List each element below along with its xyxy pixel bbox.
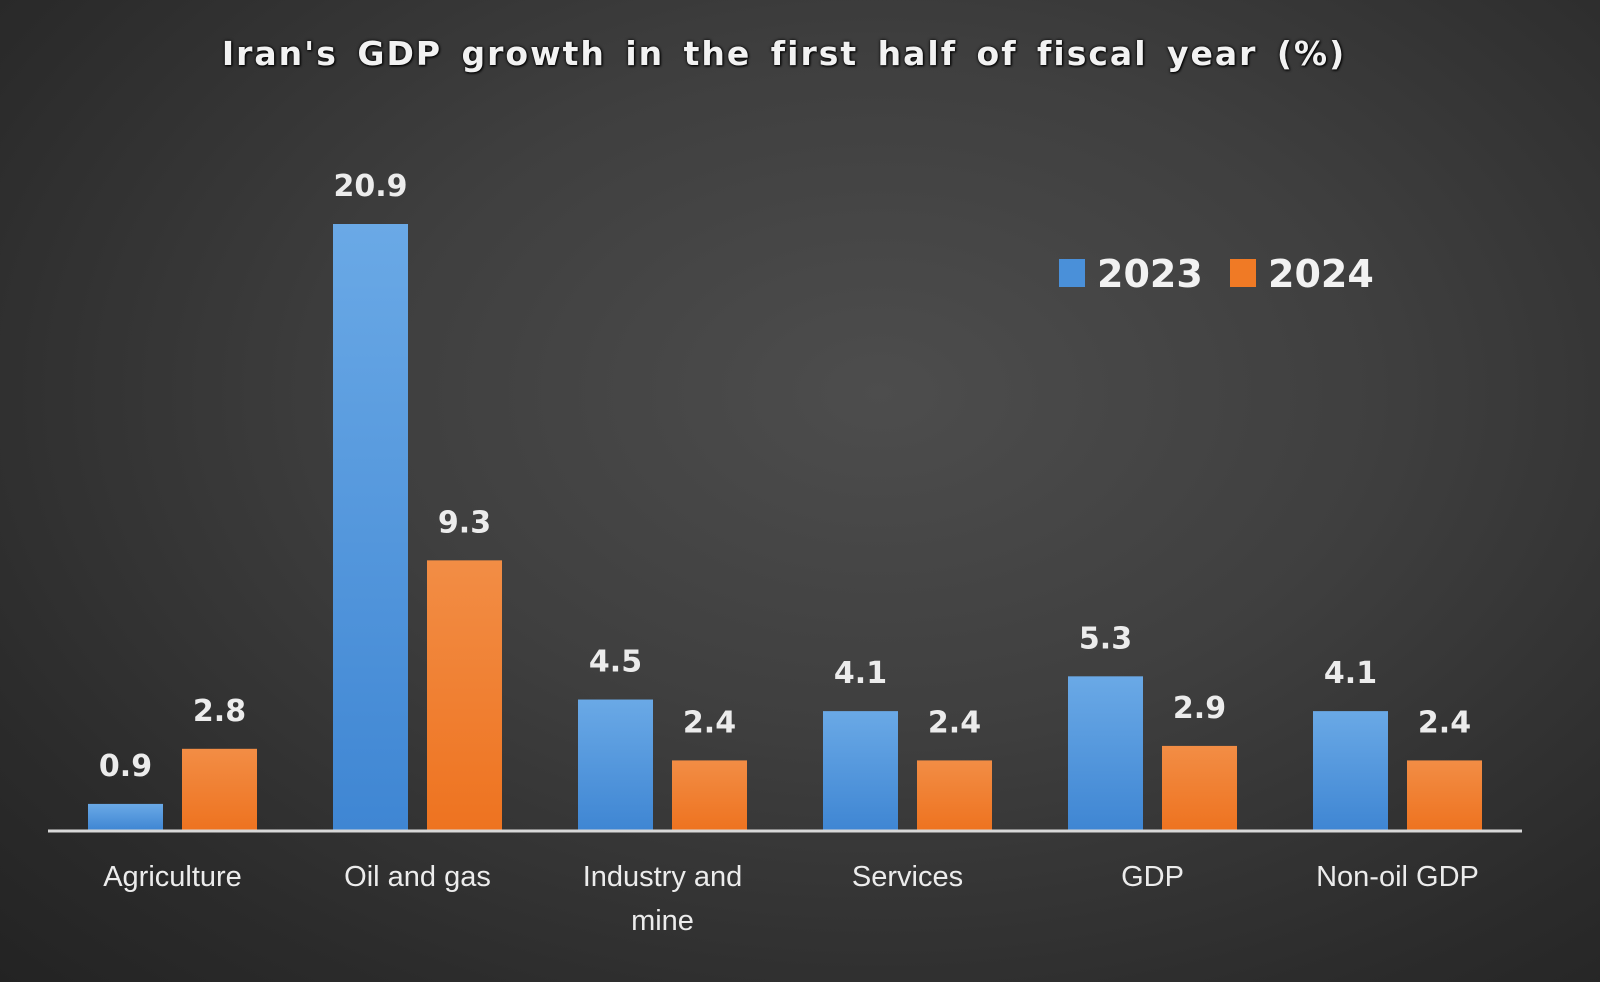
bar-2024-4: [1162, 745, 1237, 830]
bar-2023-3: [823, 711, 898, 830]
category-label-2-line-1: mine: [631, 905, 694, 937]
bar-2024-2: [672, 760, 747, 830]
bar-2024-3: [917, 760, 992, 830]
legend-swatch-2023: [1059, 259, 1085, 287]
category-label-2-line-0: Industry and: [583, 861, 743, 893]
legend-label-2023: 2023: [1097, 252, 1203, 296]
bars-group: 0.9 2.8 20.9 9.3 4.5 2.4 4.1 2.4 5.3 2.9 4.1 2.4: [88, 169, 1482, 830]
legend-swatch-2024: [1230, 259, 1256, 287]
data-label-2023-3: 4.1: [834, 656, 887, 691]
data-label-2024-4: 2.9: [1173, 691, 1226, 726]
category-label-1: Oil and gas: [344, 861, 491, 893]
bar-2023-1: [333, 224, 408, 830]
chart-title: Iran's GDP growth in the first half of f…: [221, 34, 1347, 73]
category-label-3: Services: [852, 861, 963, 893]
bar-2023-5: [1313, 711, 1388, 830]
bar-2024-0: [182, 748, 257, 830]
data-label-2024-0: 2.8: [193, 694, 246, 729]
bar-2023-2: [578, 699, 653, 830]
category-label-5: Non-oil GDP: [1316, 861, 1479, 893]
category-label-4: GDP: [1121, 861, 1184, 893]
legend: 2023 2024: [1059, 252, 1374, 296]
category-label-0: Agriculture: [103, 861, 242, 893]
category-labels: Agriculture Oil and gas Industry and mine Se…: [103, 861, 1479, 937]
bar-2024-5: [1407, 760, 1482, 830]
data-label-2024-3: 2.4: [928, 705, 981, 740]
data-label-2023-5: 4.1: [1324, 656, 1377, 691]
data-label-2023-0: 0.9: [99, 749, 152, 784]
bar-2023-0: [88, 803, 163, 830]
data-label-2024-1: 9.3: [438, 505, 491, 540]
legend-label-2024: 2024: [1268, 252, 1374, 296]
data-label-2024-2: 2.4: [683, 705, 736, 740]
bar-2024-1: [427, 560, 502, 830]
data-label-2023-4: 5.3: [1079, 621, 1132, 656]
data-label-2023-1: 20.9: [333, 169, 407, 204]
data-label-2024-5: 2.4: [1418, 705, 1471, 740]
data-label-2023-2: 4.5: [589, 645, 642, 680]
bar-2023-4: [1068, 676, 1143, 830]
